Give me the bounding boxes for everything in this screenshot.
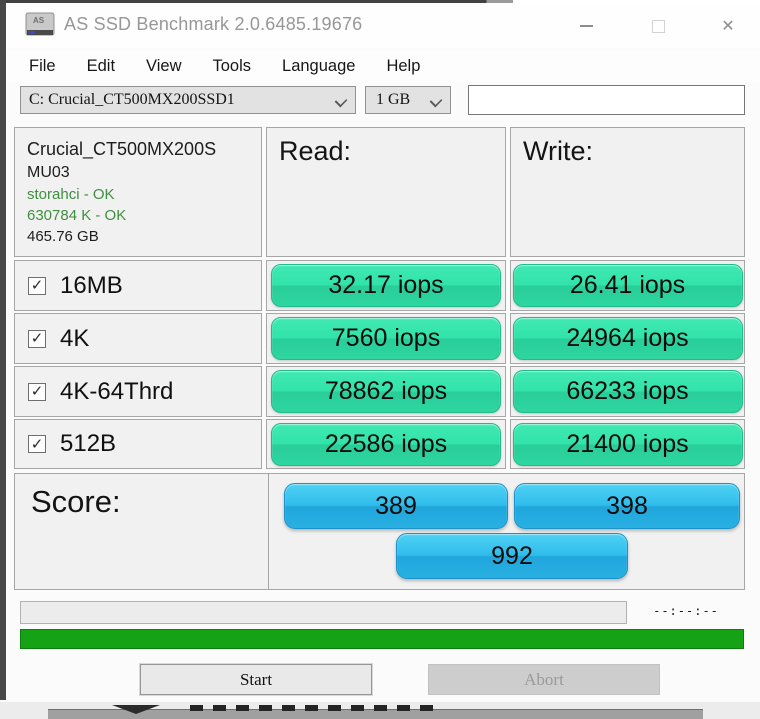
check-icon: ✓ bbox=[30, 383, 44, 400]
read-result-cell: 32.17 iops bbox=[266, 260, 506, 311]
test-row-4k: ✓ 4K bbox=[14, 313, 262, 364]
check-icon: ✓ bbox=[30, 435, 44, 453]
write-result-4k64thrd: 66233 iops bbox=[512, 370, 743, 413]
check-icon: ✓ bbox=[30, 277, 44, 294]
driver-status: storahci - OK bbox=[27, 186, 115, 203]
elapsed-time: --:--:-- bbox=[653, 604, 719, 618]
minimize-button[interactable] bbox=[570, 11, 602, 41]
write-result-cell: 26.41 iops bbox=[510, 260, 745, 311]
write-result-4k: 24964 iops bbox=[512, 317, 743, 360]
test-label: 16MB bbox=[60, 271, 123, 299]
menu-tools[interactable]: Tools bbox=[212, 56, 252, 75]
read-result-4k: 7560 iops bbox=[271, 317, 501, 360]
drive-firmware: MU03 bbox=[27, 164, 70, 181]
drive-select-value: C: Crucial_CT500MX200SSD1 bbox=[29, 91, 235, 108]
test-label: 512B bbox=[60, 430, 117, 457]
abort-button[interactable]: Abort bbox=[428, 664, 660, 695]
test-size-value: 1 GB bbox=[376, 91, 411, 108]
menu-language[interactable]: Language bbox=[282, 56, 356, 75]
write-result-16mb: 26.41 iops bbox=[512, 264, 743, 307]
chevron-down-icon bbox=[334, 94, 348, 108]
menu-help[interactable]: Help bbox=[386, 56, 421, 75]
overall-progress-bar bbox=[20, 629, 744, 649]
checkbox-16mb[interactable]: ✓ bbox=[28, 276, 46, 295]
read-result-cell: 22586 iops bbox=[266, 419, 506, 469]
score-label: Score: bbox=[31, 484, 121, 519]
title-bar[interactable]: AS AS SSD Benchmark 2.0.6485.19676 ✕ bbox=[6, 3, 760, 48]
score-write: 398 bbox=[514, 483, 740, 529]
window-title: AS SSD Benchmark 2.0.6485.19676 bbox=[64, 14, 363, 34]
checkbox-4k64thrd[interactable]: ✓ bbox=[28, 382, 46, 401]
ssd-drive-icon: AS bbox=[25, 12, 55, 36]
test-size-select[interactable]: 1 GB bbox=[365, 86, 451, 114]
menu-file[interactable]: File bbox=[29, 56, 56, 75]
score-panel: Score: 389 398 992 bbox=[14, 473, 745, 590]
chevron-down-icon bbox=[429, 94, 443, 108]
background-clipped-text bbox=[190, 705, 435, 711]
background-window-sliver bbox=[0, 702, 760, 719]
svg-text:AS: AS bbox=[33, 16, 45, 25]
menu-edit[interactable]: Edit bbox=[86, 56, 116, 75]
read-result-16mb: 32.17 iops bbox=[271, 264, 501, 307]
minimize-icon bbox=[579, 25, 593, 27]
test-row-16mb: ✓ 16MB bbox=[14, 260, 262, 311]
test-label: 4K-64Thrd bbox=[60, 377, 174, 405]
background-cursor-shape bbox=[112, 705, 160, 714]
progress-bar bbox=[20, 601, 627, 624]
drive-model: Crucial_CT500MX200S bbox=[27, 139, 217, 159]
drive-info-panel: Crucial_CT500MX200S MU03 storahci - OK 6… bbox=[14, 127, 262, 257]
test-label: 4K bbox=[60, 324, 90, 352]
drive-capacity: 465.76 GB bbox=[27, 228, 99, 245]
alignment-status: 630784 K - OK bbox=[27, 207, 127, 224]
window-frame-top bbox=[0, 0, 760, 3]
maximize-icon bbox=[651, 19, 665, 33]
test-row-4k64thrd: ✓ 4K-64Thrd bbox=[14, 366, 262, 417]
check-icon: ✓ bbox=[30, 330, 44, 347]
read-result-cell: 7560 iops bbox=[266, 313, 506, 364]
menu-view[interactable]: View bbox=[146, 56, 182, 75]
start-button[interactable]: Start bbox=[140, 664, 372, 695]
close-icon: ✕ bbox=[721, 18, 735, 35]
write-column-header: Write: bbox=[510, 127, 745, 257]
write-result-512b: 21400 iops bbox=[512, 422, 743, 466]
read-result-4k64thrd: 78862 iops bbox=[271, 370, 501, 413]
write-result-cell: 66233 iops bbox=[510, 366, 745, 417]
maximize-button[interactable] bbox=[642, 11, 674, 41]
checkbox-512b[interactable]: ✓ bbox=[28, 435, 46, 453]
window-frame-left bbox=[0, 0, 6, 700]
test-row-512b: ✓ 512B bbox=[14, 419, 262, 469]
read-column-header: Read: bbox=[266, 127, 506, 257]
parameter-input[interactable] bbox=[468, 85, 745, 115]
write-result-cell: 21400 iops bbox=[510, 419, 745, 469]
checkbox-4k[interactable]: ✓ bbox=[28, 329, 46, 348]
close-button[interactable]: ✕ bbox=[712, 11, 744, 41]
score-read: 389 bbox=[284, 483, 508, 529]
read-result-512b: 22586 iops bbox=[271, 422, 501, 466]
read-result-cell: 78862 iops bbox=[266, 366, 506, 417]
menu-bar: File Edit View Tools Language Help bbox=[6, 50, 760, 82]
drive-select[interactable]: C: Crucial_CT500MX200SSD1 bbox=[20, 86, 356, 114]
write-result-cell: 24964 iops bbox=[510, 313, 745, 364]
score-divider bbox=[268, 474, 269, 589]
score-total: 992 bbox=[396, 533, 628, 579]
